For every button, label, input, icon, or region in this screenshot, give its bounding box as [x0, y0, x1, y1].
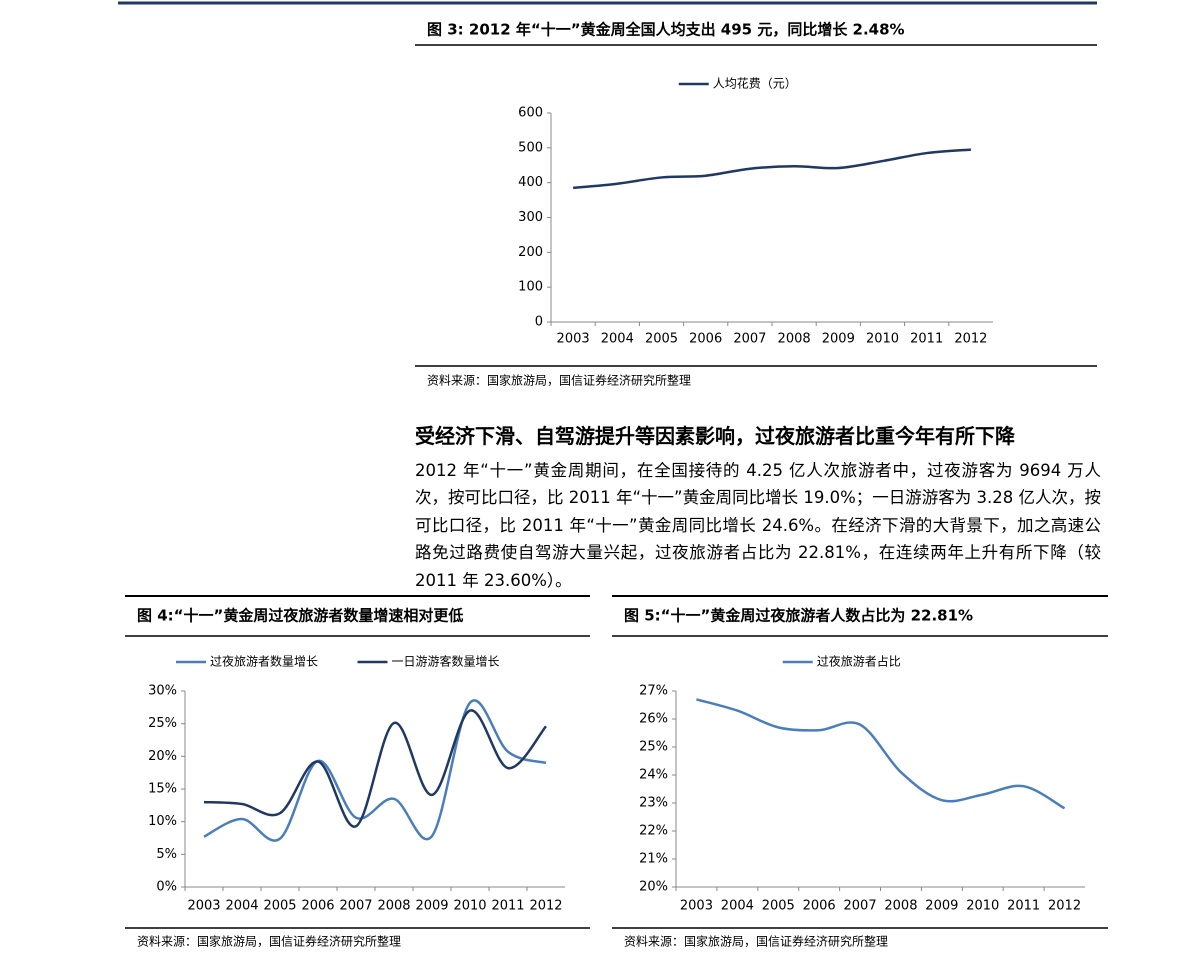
x-tick-label: 2006	[301, 899, 334, 914]
x-tick-label: 2005	[645, 332, 678, 347]
y-tick-label: 5%	[156, 847, 177, 862]
chart-source: 资料来源：国家旅游局，国信证券经济研究所整理	[427, 373, 691, 388]
x-tick-label: 2007	[339, 899, 372, 914]
chart-source: 资料来源：国家旅游局，国信证券经济研究所整理	[137, 934, 401, 949]
x-tick-label: 2009	[415, 899, 448, 914]
x-tick-label: 2003	[680, 899, 713, 914]
y-tick-label: 30%	[148, 684, 177, 699]
x-tick-label: 2010	[453, 899, 486, 914]
y-tick-label: 21%	[639, 852, 668, 867]
chart-title: 图 3: 2012 年“十一”黄金周全国人均支出 495 元，同比增长 2.48…	[427, 21, 905, 39]
y-tick-label: 25%	[639, 740, 668, 755]
y-tick-label: 26%	[639, 712, 668, 727]
y-tick-label: 25%	[148, 716, 177, 731]
series-line	[203, 699, 547, 842]
y-tick-label: 22%	[639, 824, 668, 839]
y-tick-label: 20%	[148, 749, 177, 764]
x-tick-label: 2010	[866, 332, 899, 347]
legend-label: 过夜旅游者数量增长	[210, 654, 318, 669]
x-tick-label: 2003	[187, 899, 220, 914]
legend-label: 人均花费（元）	[713, 76, 797, 91]
y-tick-label: 27%	[639, 684, 668, 699]
chart-source: 资料来源：国家旅游局，国信证券经济研究所整理	[624, 934, 888, 949]
x-tick-label: 2009	[822, 332, 855, 347]
x-tick-label: 2009	[925, 899, 958, 914]
section-heading: 受经济下滑、自驾游提升等因素影响，过夜旅游者比重今年有所下降	[415, 424, 1015, 448]
y-tick-label: 20%	[639, 880, 668, 895]
series-line	[203, 709, 547, 828]
x-tick-label: 2006	[689, 332, 722, 347]
y-tick-label: 200	[518, 245, 543, 260]
y-tick-label: 10%	[148, 814, 177, 829]
x-tick-label: 2004	[601, 332, 634, 347]
y-tick-label: 0%	[156, 880, 177, 895]
y-tick-label: 23%	[639, 796, 668, 811]
x-tick-label: 2011	[491, 899, 524, 914]
chart-title: 图 4:“十一”黄金周过夜旅游者数量增速相对更低	[137, 607, 463, 625]
x-tick-label: 2003	[557, 332, 590, 347]
series-line	[572, 148, 971, 190]
x-tick-label: 2008	[778, 332, 811, 347]
legend-label: 过夜旅游者占比	[817, 654, 901, 669]
x-tick-label: 2011	[1007, 899, 1040, 914]
x-tick-label: 2004	[721, 899, 754, 914]
section-paragraph: 2012 年“十一”黄金周期间，在全国接待的 4.25 亿人次旅游者中，过夜游客…	[415, 461, 1101, 590]
y-tick-label: 400	[518, 175, 543, 190]
x-tick-label: 2005	[263, 899, 296, 914]
y-tick-label: 15%	[148, 782, 177, 797]
y-tick-label: 500	[518, 140, 543, 155]
x-tick-label: 2012	[529, 899, 562, 914]
x-tick-label: 2012	[1048, 899, 1081, 914]
x-tick-label: 2012	[954, 332, 987, 347]
x-tick-label: 2011	[910, 332, 943, 347]
x-tick-label: 2004	[225, 899, 258, 914]
x-tick-label: 2008	[884, 899, 917, 914]
x-tick-label: 2005	[762, 899, 795, 914]
y-tick-label: 0	[535, 315, 543, 330]
x-tick-label: 2007	[733, 332, 766, 347]
x-tick-label: 2006	[803, 899, 836, 914]
y-tick-label: 24%	[639, 768, 668, 783]
x-tick-label: 2008	[377, 899, 410, 914]
series-line	[696, 698, 1066, 810]
y-tick-label: 300	[518, 210, 543, 225]
y-tick-label: 600	[518, 106, 543, 121]
x-tick-label: 2007	[844, 899, 877, 914]
x-tick-label: 2010	[966, 899, 999, 914]
legend-label: 一日游游客数量增长	[392, 654, 500, 669]
y-tick-label: 100	[518, 280, 543, 295]
chart-title: 图 5:“十一”黄金周过夜旅游者人数占比为 22.81%	[624, 607, 973, 625]
